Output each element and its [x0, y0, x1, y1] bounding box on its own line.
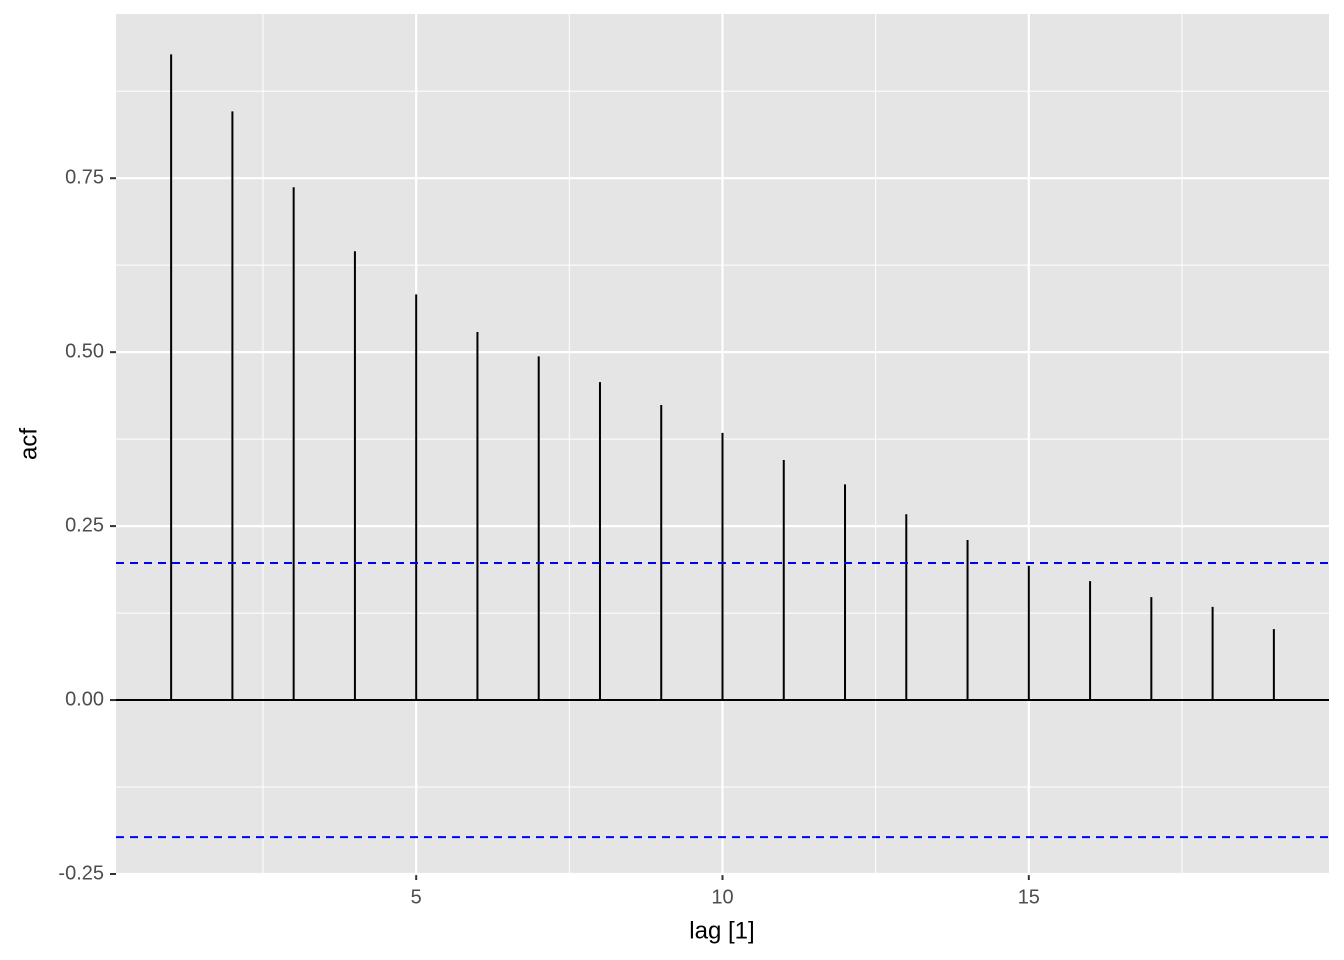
x-tick-label: 5	[411, 886, 422, 908]
x-tick-label: 10	[711, 886, 733, 908]
y-tick-label: 0.00	[65, 688, 104, 710]
x-tick-label: 15	[1018, 886, 1040, 908]
y-tick-label: -0.25	[58, 862, 104, 884]
y-tick-label: 0.75	[65, 166, 104, 188]
y-axis-title: acf	[15, 428, 42, 460]
y-tick-label: 0.25	[65, 514, 104, 536]
y-tick-label: 0.50	[65, 340, 104, 362]
x-axis-title: lag [1]	[689, 917, 754, 944]
